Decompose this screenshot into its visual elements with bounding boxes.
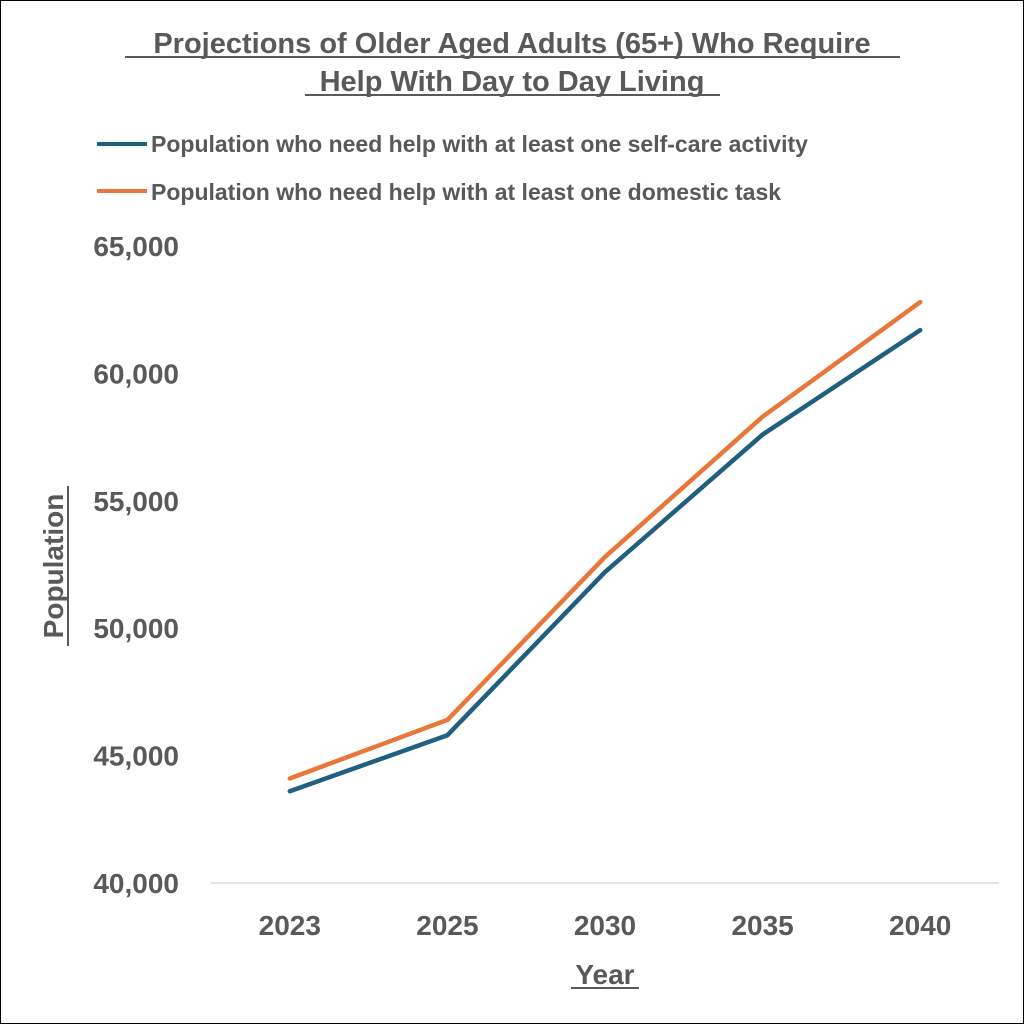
series-line-domestic [287,299,923,781]
x-tick-label: 2040 [889,910,951,941]
chart-title-line-2: Help With Day to Day Living [320,66,705,98]
x-tick-label: 2035 [731,910,793,941]
y-tick-label: 50,000 [93,613,179,644]
x-axis-ticks: 2023 2025 2030 2035 2040 [259,910,952,941]
y-tick-label: 55,000 [93,486,179,517]
x-tick-label: 2025 [416,910,478,941]
y-tick-label: 45,000 [93,741,179,772]
x-axis-title: Year [575,959,634,990]
y-tick-label: 65,000 [93,231,179,262]
y-tick-label: 40,000 [93,868,179,899]
legend-label-self-care: Population who need help with at least o… [151,131,808,157]
legend-label-domestic: Population who need help with at least o… [151,179,781,205]
series-line-self-care [287,327,923,794]
legend: Population who need help with at least o… [97,131,808,205]
chart-title-line-1: Projections of Older Aged Adults (65+) W… [153,28,870,60]
y-tick-label: 60,000 [93,358,179,389]
y-axis-ticks: 40,000 45,000 50,000 55,000 60,000 65,000 [93,231,179,899]
x-tick-label: 2030 [574,910,636,941]
y-axis-title: Population [38,494,69,639]
x-tick-label: 2023 [259,910,321,941]
y-axis-title-group: Population [38,486,69,646]
series-lines [287,299,923,794]
